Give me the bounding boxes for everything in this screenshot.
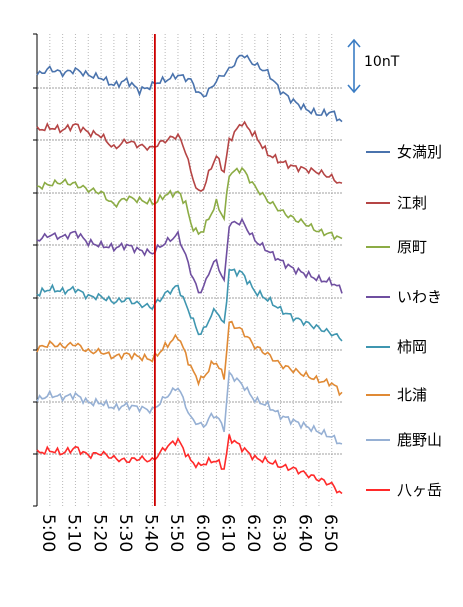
series-line	[36, 217, 343, 294]
series-line	[36, 268, 343, 342]
scale-bar-arrow-down-icon	[347, 84, 361, 94]
legend-label: 八ヶ岳	[397, 481, 442, 499]
series-line	[36, 320, 343, 397]
grid	[37, 34, 342, 506]
series-line	[36, 370, 343, 445]
x-tick-label: 5:20	[89, 514, 109, 552]
legend-label: 江刺	[397, 194, 427, 212]
x-tick-labels: 5:00 5:10 5:20 5:30 5:40 5:50 6:00 6:10 6:20 6:30…	[38, 514, 340, 552]
legend-label: 鹿野山	[397, 431, 442, 449]
series-line	[36, 54, 343, 123]
x-tick-label: 6:30	[269, 514, 289, 552]
x-tick-label: 6:00	[192, 514, 212, 552]
x-tick-label: 5:10	[64, 514, 84, 552]
axes	[33, 33, 38, 507]
x-tick-label: 6:10	[217, 514, 237, 552]
x-tick-label: 5:50	[166, 514, 186, 552]
legend-label: いわき	[397, 288, 442, 306]
legend-label: 柿岡	[397, 338, 427, 356]
x-tick-label: 5:30	[115, 514, 135, 552]
x-tick-label: 6:40	[294, 514, 314, 552]
x-tick-label: 6:50	[320, 514, 340, 552]
x-tick-label: 5:40	[141, 514, 161, 552]
legend-label: 北浦	[397, 386, 427, 404]
x-tick-label: 6:20	[243, 514, 263, 552]
scale-bar-arrow-up-icon	[347, 38, 361, 48]
legend-label: 原町	[397, 238, 427, 256]
scale-bar: 10nT	[347, 38, 400, 94]
series-line	[36, 120, 343, 193]
scale-bar-label: 10nT	[364, 54, 400, 70]
series-line	[36, 166, 343, 241]
series-line	[36, 434, 343, 495]
series-lines	[36, 54, 343, 495]
legend-label: 女満別	[397, 143, 442, 161]
x-tick-label: 5:00	[38, 514, 58, 552]
